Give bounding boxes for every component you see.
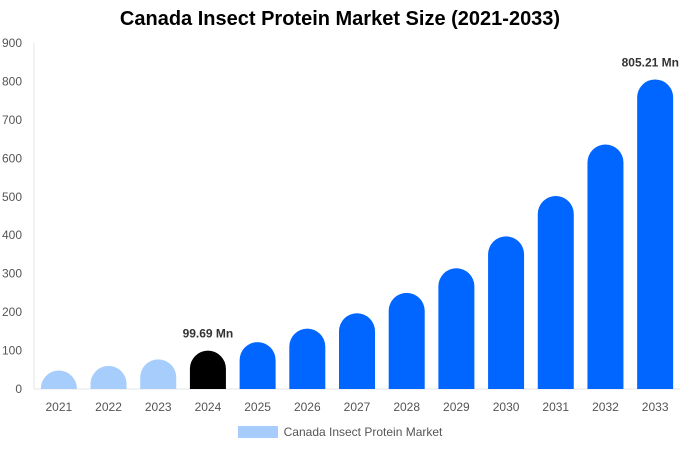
legend-label: Canada Insect Protein Market	[283, 425, 443, 439]
y-tick-label: 800	[2, 74, 22, 88]
x-tick-label: 2026	[294, 400, 321, 414]
y-tick-label: 500	[2, 190, 22, 204]
y-tick-label: 900	[2, 36, 22, 50]
bar-2028	[388, 292, 425, 389]
bar-2023	[140, 359, 177, 389]
x-tick-label: 2027	[344, 400, 371, 414]
x-tick-label: 2021	[45, 400, 72, 414]
x-tick-label: 2029	[443, 400, 470, 414]
y-tick-label: 700	[2, 113, 22, 127]
data-labels: 99.69 Mn 805.21 Mn	[183, 55, 679, 340]
bar-2025	[239, 342, 276, 389]
bar-2030	[488, 236, 525, 389]
x-tick-label: 2031	[542, 400, 569, 414]
bar-2027	[339, 313, 375, 389]
bar-2029	[438, 268, 475, 389]
bar-2026	[289, 328, 326, 389]
chart-title: Canada Insect Protein Market Size (2021-…	[119, 8, 561, 30]
legend-swatch	[237, 426, 278, 438]
bar-2031	[537, 196, 574, 389]
x-tick-label: 2025	[244, 400, 271, 414]
bars	[40, 79, 674, 389]
x-tick-label: 2024	[195, 400, 222, 414]
bar-2032	[587, 144, 624, 389]
y-tick-label: 200	[2, 305, 22, 319]
x-tick-label: 2032	[592, 400, 619, 414]
y-tick-label: 0	[15, 382, 22, 396]
bar-2021	[40, 370, 77, 389]
bar-2033	[637, 79, 674, 389]
bar-2024	[189, 350, 226, 389]
bar-2022	[90, 365, 127, 389]
data-label-2033: 805.21 Mn	[622, 55, 679, 69]
x-tick-label: 2033	[642, 400, 669, 414]
y-tick-label: 400	[2, 228, 22, 242]
x-axis: 2021 2022 2023 2024 2025 2026 2027 2028 2029 2030…	[34, 388, 680, 414]
data-label-2024: 99.69 Mn	[183, 327, 234, 341]
y-tick-label: 100	[2, 344, 22, 358]
x-tick-label: 2030	[493, 400, 520, 414]
x-tick-label: 2022	[95, 400, 122, 414]
y-axis: 0 100 200 300 400 500 600 700 800 900	[2, 36, 35, 396]
legend: Canada Insect Protein Market	[0, 425, 680, 439]
y-tick-label: 300	[2, 267, 22, 281]
x-tick-label: 2028	[393, 400, 420, 414]
y-tick-label: 600	[2, 151, 22, 165]
x-tick-label: 2023	[145, 400, 172, 414]
